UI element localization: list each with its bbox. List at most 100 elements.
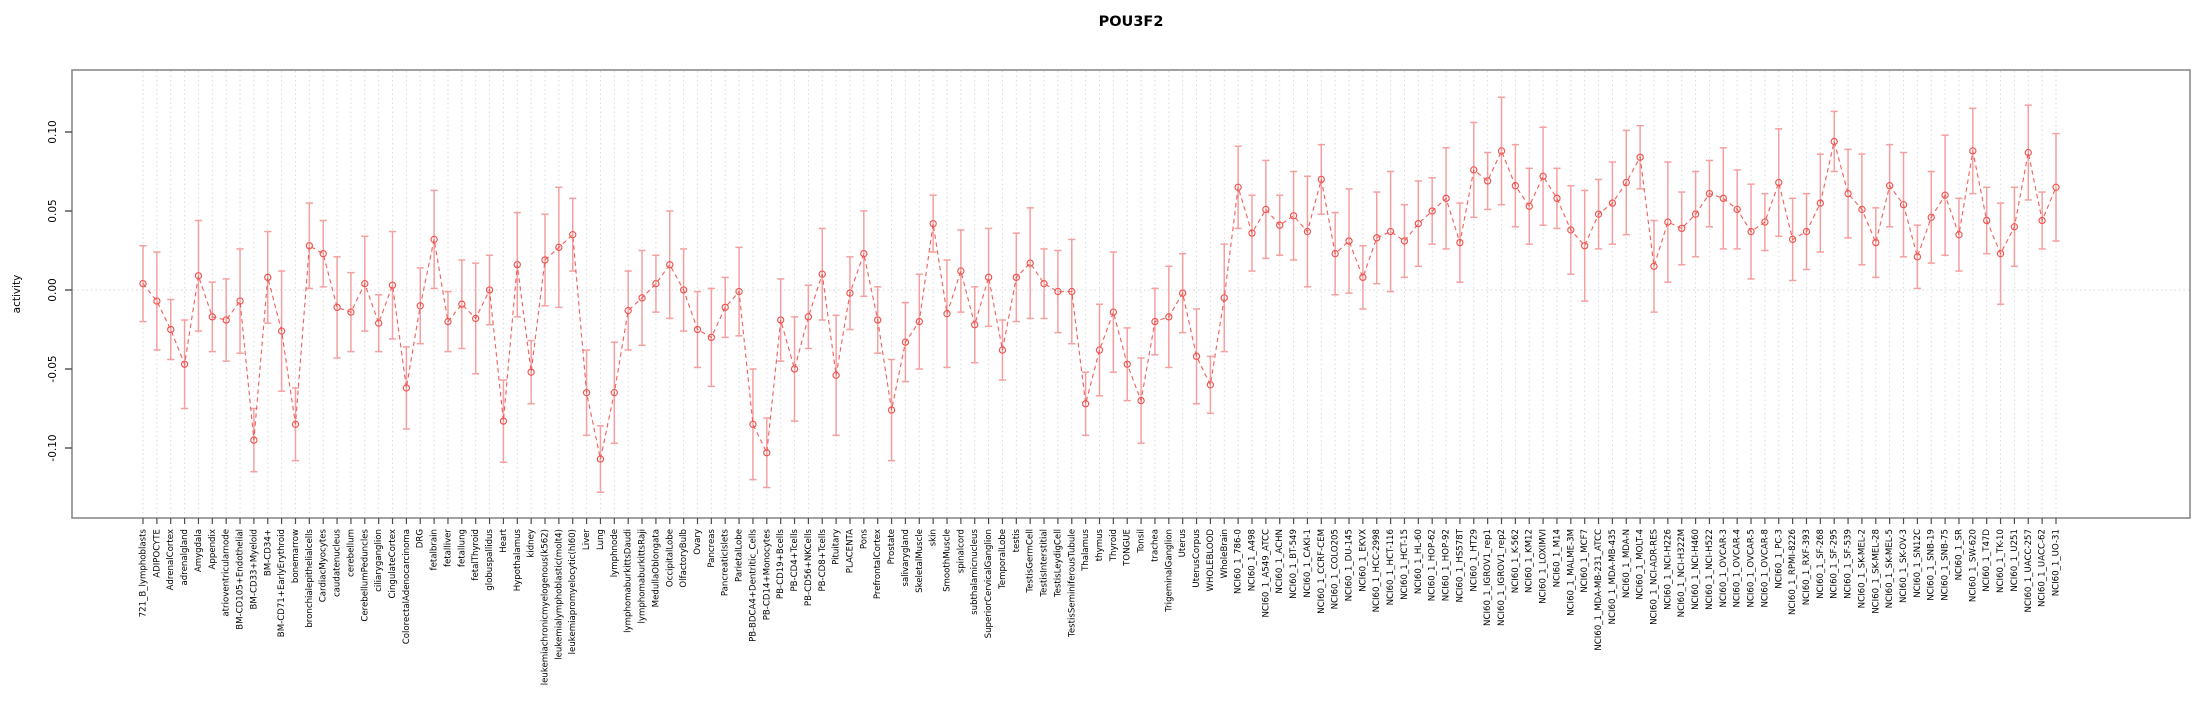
- x-tick-label: Thalamus: [1081, 528, 1091, 571]
- data-point: [666, 261, 674, 269]
- data-point: [167, 325, 175, 334]
- x-tick-label: TrigeminalGanglion: [1164, 529, 1174, 613]
- data-point: [374, 319, 383, 327]
- x-tick-label: NCI60_1_LOXIMVI: [1539, 529, 1549, 604]
- x-tick-label: ADIPOCYTE: [152, 529, 162, 578]
- data-point: [1553, 194, 1561, 203]
- plot-frame: [71, 69, 2191, 519]
- x-tick-label: CardiacMyocytes: [319, 528, 329, 602]
- x-tick-label: Amygdala: [194, 529, 204, 572]
- y-tick-label: 0.00: [47, 278, 59, 301]
- data-point: [1581, 242, 1589, 250]
- x-tick-label: UterusCorpus: [1192, 528, 1202, 587]
- x-tick-label: Pancreas: [707, 528, 717, 567]
- x-tick-label: NCI60_1_MDA-N: [1622, 529, 1632, 598]
- x-tick-label: SkeletalMuscle: [915, 529, 925, 593]
- x-tick-label: NCI60_1_HOP-62: [1428, 529, 1438, 601]
- data-point: [319, 249, 327, 258]
- data-point: [1331, 249, 1339, 258]
- x-tick-label: TestisGermCell: [1026, 529, 1036, 594]
- x-tick-label: SmoothMuscle: [943, 529, 953, 592]
- data-point: [402, 384, 411, 392]
- data-point: [2024, 148, 2032, 157]
- data-point: [527, 368, 535, 376]
- x-tick-label: NCI60_1_OVCAR-3: [1719, 529, 1729, 608]
- data-point: [735, 287, 743, 296]
- data-point: [291, 420, 300, 428]
- x-tick-label: PrefrontalCortex: [873, 529, 883, 599]
- x-tick-label: leukemiapromyelocytic(hl60): [568, 529, 578, 654]
- grid: [73, 71, 2189, 517]
- data-point: [208, 313, 216, 321]
- x-tick-label: NCI60_1_NCI-H322M: [1677, 529, 1687, 617]
- x-tick-label: skin: [929, 529, 939, 546]
- x-tick-label: PLACENTA: [845, 529, 855, 573]
- x-tick-label: atrioventricularnode: [222, 529, 232, 617]
- data-point: [1539, 172, 1547, 180]
- data-point: [1109, 308, 1118, 316]
- x-tick-label: bonemarrow: [291, 529, 301, 583]
- data-point: [1719, 194, 1727, 203]
- x-tick-label: BM-CD105+Endothelial: [236, 529, 246, 630]
- x-tick-label: NCI60_1_SK-OV-3: [1899, 529, 1909, 603]
- data-point: [1386, 227, 1395, 236]
- data-point: [1691, 210, 1700, 218]
- data-point: [582, 389, 591, 397]
- x-tick-label: NCI60_1_HL-60: [1414, 529, 1424, 594]
- x-tick-label: PB-CD14+Monocytes: [762, 528, 772, 620]
- x-tick-label: trachea: [1150, 529, 1160, 562]
- data-point: [416, 302, 424, 310]
- data-point: [1095, 346, 1104, 354]
- data-point: [1899, 201, 1908, 209]
- data-point: [1747, 227, 1755, 236]
- x-tick-label: NCI60_1_MDA-MB-435: [1608, 529, 1618, 624]
- data-point: [596, 455, 605, 463]
- x-tick-label: CerebellumPeduncles: [360, 528, 370, 621]
- data-point: [1012, 273, 1021, 282]
- x-tick-label: NCI60_1_SNB-19: [1927, 529, 1937, 601]
- data-point: [971, 321, 979, 329]
- x-tick-label: NCI60_1_T47D: [1982, 529, 1992, 592]
- data-point: [652, 280, 660, 288]
- data-point: [499, 417, 508, 425]
- x-tick-label: Pituitary: [832, 529, 842, 565]
- data-point: [1761, 218, 1769, 226]
- data-point: [1068, 287, 1076, 296]
- data-point: [1996, 249, 2005, 258]
- data-point: [222, 316, 230, 324]
- data-points: [139, 137, 2060, 463]
- y-tick-label: 0.05: [47, 199, 59, 222]
- data-point: [1137, 396, 1145, 405]
- x-tick-label: MedullaOblongata: [651, 529, 661, 607]
- x-tick-label: NCI60_1_NCI-H226: [1663, 529, 1673, 610]
- x-tick-label: NCI60_1_PC-3: [1774, 529, 1784, 589]
- x-tick-label: NCI60_1_CCRF-CEM: [1317, 529, 1327, 614]
- data-point: [236, 297, 244, 305]
- data-point: [472, 314, 480, 323]
- x-tick-label: WHOLEBLOOD: [1206, 529, 1216, 592]
- data-point: [804, 313, 813, 321]
- x-tick-label: spinalcord: [956, 529, 966, 573]
- x-tick-label: subthalamicnucleus: [970, 528, 980, 614]
- y-tick-label: -0.10: [47, 434, 59, 461]
- x-tick-label: CingulateCortex: [388, 529, 398, 598]
- chart-title: POU3F2: [1098, 14, 1164, 30]
- x-tick-label: NCI60_1_HT29: [1469, 529, 1479, 592]
- x-tick-label: NCI60_1_SN12C: [1913, 529, 1923, 598]
- data-point: [1705, 189, 1714, 198]
- data-point: [1969, 147, 1977, 155]
- x-tick-label: PB-CD8+Tcells: [818, 528, 828, 591]
- data-point: [1414, 219, 1423, 228]
- data-point: [1885, 182, 1894, 190]
- x-tick-label: NCI60_1_MDA-MB-231_ATCC: [1594, 529, 1604, 651]
- data-point: [1775, 178, 1783, 187]
- data-point: [1802, 227, 1811, 236]
- data-point: [444, 317, 452, 326]
- data-point: [1608, 199, 1617, 207]
- data-point: [1955, 231, 1963, 239]
- data-point: [1192, 352, 1201, 361]
- data-point: [721, 303, 729, 312]
- data-point: [624, 306, 632, 315]
- x-tick-label: AdrenalCortex: [166, 529, 176, 590]
- data-point: [333, 303, 341, 312]
